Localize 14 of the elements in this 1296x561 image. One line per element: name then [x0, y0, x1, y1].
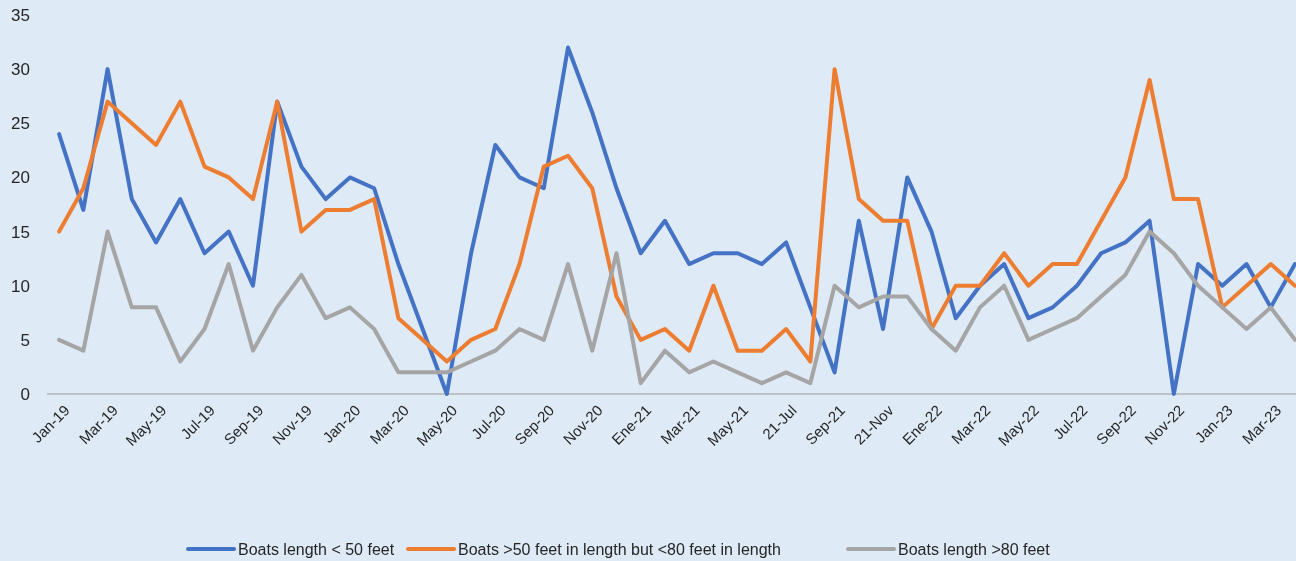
legend-label: Boats length >80 feet: [898, 540, 1051, 558]
y-tick-label: 0: [20, 384, 30, 404]
line-series: [57, 67, 1296, 364]
y-tick-label: 5: [20, 330, 30, 350]
y-tick-label: 15: [11, 222, 30, 242]
line-series: [57, 229, 1296, 386]
y-tick-label: 30: [11, 60, 30, 80]
y-tick-label: 10: [11, 276, 30, 296]
line-series: [57, 45, 1296, 396]
legend-label: Boats >50 feet in length but <80 feet in length: [458, 540, 781, 558]
y-tick-label: 35: [11, 5, 30, 25]
y-tick-label: 25: [11, 114, 30, 134]
y-tick-label: 20: [11, 168, 30, 188]
legend-label: Boats length < 50 feet: [238, 540, 395, 558]
